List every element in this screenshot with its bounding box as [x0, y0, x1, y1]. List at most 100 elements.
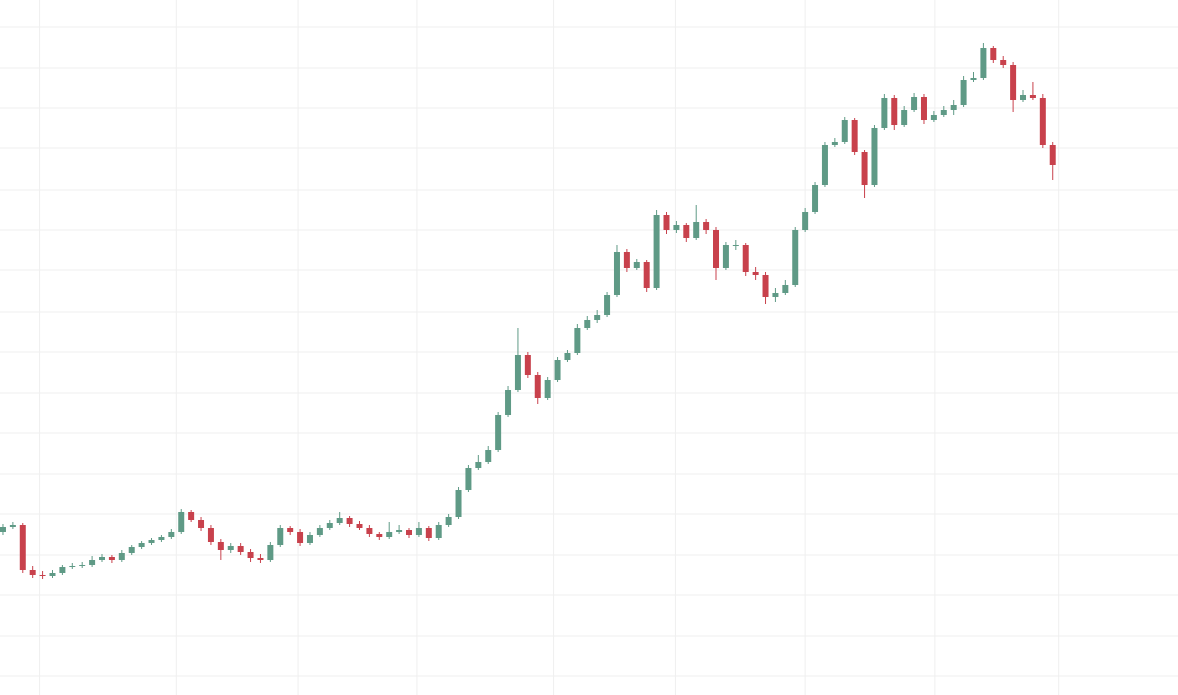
- candles: [0, 43, 1056, 579]
- candle-body: [138, 543, 145, 547]
- candle-body: [1029, 95, 1036, 98]
- candle-body: [128, 547, 135, 553]
- candle-body: [435, 525, 442, 538]
- candle-body: [574, 328, 581, 353]
- candle-body: [564, 353, 571, 360]
- candle-body: [772, 293, 779, 297]
- candle-body: [178, 512, 185, 532]
- candle-body: [732, 245, 739, 246]
- candle-body: [861, 152, 868, 185]
- candle-body: [247, 552, 254, 558]
- candle-body: [792, 230, 799, 285]
- candle-body: [762, 275, 769, 297]
- candle-body: [673, 225, 680, 230]
- candle-body: [752, 272, 759, 275]
- candle-body: [29, 570, 36, 575]
- candle-body: [980, 48, 987, 78]
- candle-body: [158, 537, 165, 540]
- candle-body: [1010, 65, 1017, 100]
- candle-body: [188, 512, 195, 520]
- candle-body: [316, 528, 323, 535]
- candle-body: [881, 98, 888, 128]
- candle-body: [386, 532, 393, 537]
- candle-body: [9, 525, 16, 527]
- candle-body: [237, 546, 244, 552]
- candle-body: [455, 490, 462, 517]
- candle-body: [1000, 60, 1007, 65]
- candle-body: [990, 48, 997, 60]
- candle-body: [207, 528, 214, 542]
- candle-body: [841, 120, 848, 142]
- candle-body: [19, 525, 26, 570]
- candle-body: [336, 518, 343, 523]
- candle-body: [475, 462, 482, 468]
- candle-body: [514, 355, 521, 390]
- candle-body: [396, 530, 403, 532]
- candle-body: [148, 540, 155, 543]
- candle-body: [1049, 145, 1056, 165]
- candle-body: [930, 115, 937, 120]
- candle-body: [445, 517, 452, 525]
- candle-body: [415, 528, 422, 535]
- candle-body: [1020, 95, 1027, 100]
- candle-body: [495, 415, 502, 450]
- candle-body: [108, 557, 115, 560]
- candle-body: [524, 355, 531, 375]
- candle-body: [0, 527, 6, 532]
- candle-body: [356, 524, 363, 528]
- candle-body: [653, 215, 660, 288]
- candle-body: [465, 468, 472, 490]
- candle-body: [79, 565, 86, 566]
- candle-body: [970, 78, 977, 80]
- candle-body: [277, 528, 284, 545]
- candle-body: [59, 567, 66, 573]
- candle-body: [613, 252, 620, 295]
- candle-body: [633, 262, 640, 268]
- candle-body: [851, 120, 858, 152]
- candle-body: [901, 110, 908, 125]
- candle-body: [544, 380, 551, 398]
- candle-body: [118, 553, 125, 560]
- candle-body: [554, 360, 561, 380]
- candle-body: [89, 560, 96, 565]
- candle-body: [425, 528, 432, 538]
- candle-body: [713, 230, 720, 268]
- candle-body: [99, 557, 106, 560]
- candle-body: [366, 528, 373, 534]
- candle-body: [643, 262, 650, 288]
- candle-body: [742, 245, 749, 272]
- candle-body: [891, 98, 898, 125]
- candle-body: [168, 532, 175, 537]
- candle-body: [326, 523, 333, 528]
- candle-body: [297, 532, 304, 543]
- candle-body: [198, 520, 205, 528]
- candle-body: [69, 566, 76, 567]
- candle-body: [227, 546, 234, 550]
- candle-body: [257, 558, 264, 560]
- candle-body: [376, 534, 383, 537]
- candle-body: [663, 215, 670, 230]
- candle-body: [960, 80, 967, 105]
- candle-body: [871, 128, 878, 185]
- candle-body: [49, 573, 56, 576]
- candle-body: [584, 320, 591, 328]
- candle-body: [911, 97, 918, 110]
- candle-body: [920, 97, 927, 120]
- candle-body: [623, 252, 630, 268]
- candle-body: [802, 212, 809, 230]
- candle-body: [950, 105, 957, 110]
- candle-body: [267, 545, 274, 560]
- candle-body: [812, 185, 819, 212]
- candle-body: [821, 145, 828, 185]
- candle-body: [485, 450, 492, 462]
- candle-body: [534, 375, 541, 398]
- candle-body: [1039, 98, 1046, 145]
- candle-body: [287, 528, 294, 532]
- candle-body: [683, 225, 690, 238]
- candle-body: [782, 285, 789, 293]
- candle-body: [406, 530, 413, 535]
- candle-body: [39, 575, 46, 576]
- candle-body: [722, 245, 729, 268]
